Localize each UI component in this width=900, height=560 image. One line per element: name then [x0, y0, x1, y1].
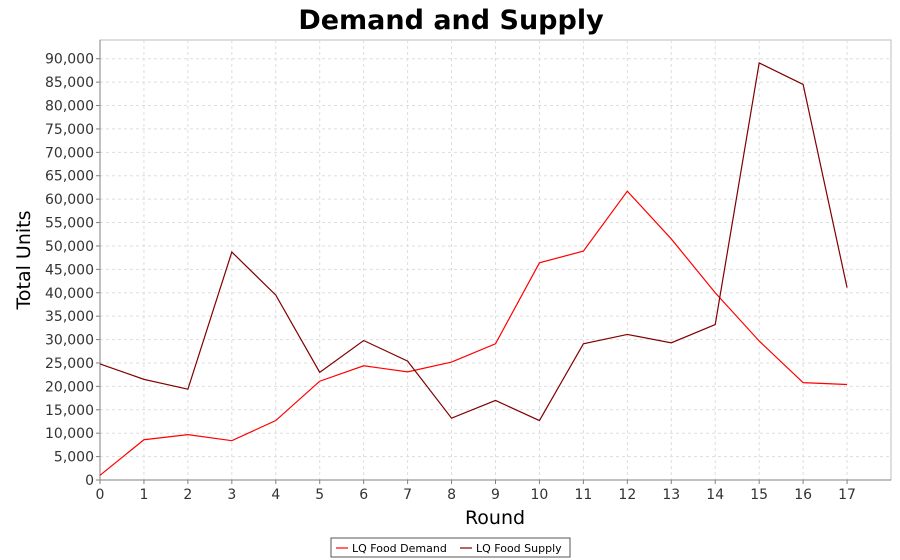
x-tick-label: 11 [574, 487, 592, 503]
y-tick-label: 0 [85, 473, 94, 489]
x-axis-label: Round [465, 507, 525, 529]
y-tick-label: 90,000 [45, 52, 94, 68]
y-tick-label: 65,000 [45, 169, 94, 185]
y-tick-label: 25,000 [45, 356, 94, 372]
y-tick-label: 20,000 [45, 379, 94, 395]
x-tick-label: 2 [183, 487, 192, 503]
y-tick-label: 80,000 [45, 99, 94, 115]
series-lines [99, 62, 848, 476]
x-axis-ticks: 0 1 2 3 4 5 6 7 8 9 10 11 12 13 14 15 16 17 [96, 480, 856, 503]
x-tick-label: 6 [359, 487, 368, 503]
series-line-demand [99, 190, 848, 476]
x-tick-label: 3 [227, 487, 236, 503]
chart-title: Demand and Supply [298, 5, 604, 36]
y-tick-label: 5,000 [54, 450, 94, 466]
legend-label-demand: LQ Food Demand [352, 542, 447, 555]
legend: LQ Food Demand LQ Food Supply [330, 537, 571, 558]
y-tick-label: 15,000 [45, 403, 94, 419]
x-tick-label: 14 [706, 487, 724, 503]
x-tick-label: 15 [750, 487, 768, 503]
y-tick-label: 70,000 [45, 145, 94, 161]
y-tick-label: 10,000 [45, 426, 94, 442]
y-tick-label: 55,000 [45, 216, 94, 232]
x-tick-label: 10 [531, 487, 549, 503]
legend-box [330, 537, 571, 558]
grid-lines [100, 40, 891, 480]
x-tick-label: 13 [662, 487, 680, 503]
y-tick-label: 50,000 [45, 239, 94, 255]
y-tick-label: 85,000 [45, 75, 94, 91]
x-tick-label: 4 [271, 487, 280, 503]
x-tick-label: 1 [139, 487, 148, 503]
y-axis-ticks: 0 5,000 10,000 15,000 20,000 25,000 30,000 35,0… [45, 52, 100, 489]
y-tick-label: 45,000 [45, 262, 94, 278]
x-tick-label: 9 [491, 487, 500, 503]
y-axis-label: Total Units [13, 211, 35, 311]
legend-label-supply: LQ Food Supply [476, 542, 562, 555]
x-tick-label: 7 [403, 487, 412, 503]
x-tick-label: 0 [96, 487, 105, 503]
y-tick-label: 30,000 [45, 333, 94, 349]
x-tick-label: 16 [794, 487, 812, 503]
y-tick-label: 75,000 [45, 122, 94, 138]
y-tick-label: 60,000 [45, 192, 94, 208]
x-tick-label: 17 [838, 487, 856, 503]
y-tick-label: 40,000 [45, 286, 94, 302]
y-tick-label: 35,000 [45, 309, 94, 325]
x-tick-label: 8 [447, 487, 456, 503]
x-tick-label: 12 [618, 487, 636, 503]
series-line-supply [99, 62, 848, 422]
x-tick-label: 5 [315, 487, 324, 503]
